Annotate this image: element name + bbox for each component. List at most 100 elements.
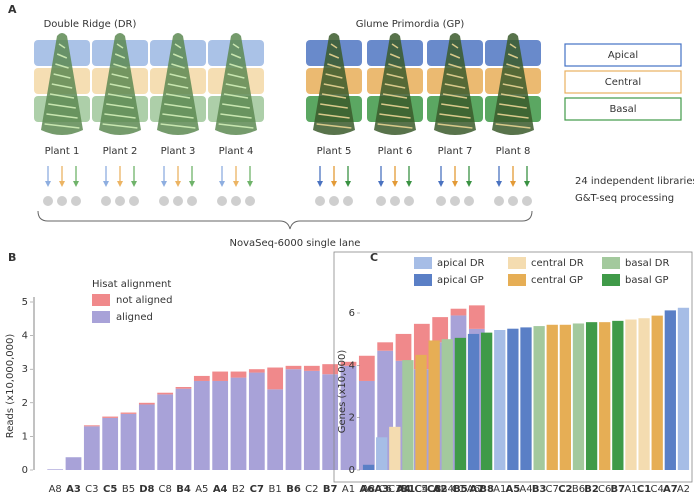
bar-segment (450, 308, 467, 316)
spikelet (111, 73, 129, 79)
x-tick-label: B2 (584, 484, 599, 494)
note: G&T-seq processing (575, 193, 674, 204)
bar-segment (83, 426, 100, 470)
bar-segment (340, 361, 357, 366)
bar-segment (285, 365, 302, 370)
plant-label: Plant 3 (161, 146, 196, 157)
plant-label: Plant 4 (219, 146, 254, 157)
spikelet (51, 83, 73, 89)
bar (572, 323, 585, 470)
spikelet (389, 53, 401, 59)
bar (559, 324, 572, 470)
x-tick-label: C8 (158, 484, 171, 494)
bar (467, 333, 480, 470)
library-dot (404, 196, 414, 206)
bar (533, 326, 545, 470)
y-axis-label: Genes (x10,000) (337, 350, 348, 434)
spike (215, 33, 257, 135)
arrow-head (45, 181, 51, 187)
legend-swatch (602, 274, 620, 286)
x-tick-label: A6 (359, 484, 374, 494)
bar-segment (193, 375, 210, 381)
legend-label: Apical (608, 50, 638, 61)
panel-label: C (370, 251, 378, 264)
y-tick-label: 5 (22, 297, 28, 308)
legend-label: central GP (531, 275, 583, 286)
bar (389, 426, 401, 470)
spike (374, 33, 416, 135)
bar-segment (340, 365, 357, 470)
legend-label: Basal (609, 104, 636, 115)
arrow-head (219, 181, 225, 187)
bar-segment (193, 380, 210, 470)
spikelet (386, 73, 404, 79)
bar (625, 319, 637, 470)
spikelet (325, 73, 343, 79)
arrow-head (452, 181, 458, 187)
y-axis-label: Reads (x10,000,000) (5, 334, 16, 439)
bar (402, 360, 414, 470)
spikelet (316, 123, 352, 129)
bar-segment (377, 342, 394, 351)
bar-segment (175, 387, 192, 389)
library-dot (43, 196, 53, 206)
arrow-head (189, 181, 195, 187)
spikelet (444, 83, 466, 89)
spikelet (48, 103, 76, 109)
bar-segment (303, 365, 320, 371)
bar-segment (65, 457, 82, 470)
panel-label: B (8, 251, 16, 264)
spikelet (509, 43, 517, 49)
bar (546, 324, 558, 470)
legend-title: Hisat alignment (92, 279, 171, 290)
x-tick-label: C6 (378, 484, 391, 494)
brace (37, 210, 533, 230)
bar (520, 327, 532, 470)
x-tick-label: C2 (305, 484, 318, 494)
bar-segment (358, 355, 375, 381)
spikelet (330, 43, 338, 49)
bar-segment (102, 416, 119, 418)
x-tick-label: B2 (232, 484, 245, 494)
x-tick-label: B3 (532, 484, 547, 494)
y-tick-label: 2 (22, 398, 28, 409)
spikelet (446, 73, 464, 79)
bar-segment (248, 369, 265, 373)
y-tick-label: 4 (22, 331, 28, 342)
spikelet (500, 93, 526, 99)
spikelet (381, 103, 409, 109)
arrow-head (131, 181, 137, 187)
spikelet (502, 83, 524, 89)
arrow-head (59, 181, 65, 187)
spikelet (104, 113, 136, 119)
spikelet (388, 63, 402, 69)
x-tick-label: A8 (362, 484, 375, 494)
x-tick-label: B6 (286, 484, 301, 494)
spikelet (318, 113, 350, 119)
spikelet (230, 53, 242, 59)
sequencing: NovaSeq-6000 single lane (230, 238, 361, 249)
arrow-head (524, 181, 530, 187)
library-dot (329, 196, 339, 206)
arrow-head (510, 181, 516, 187)
spikelet (377, 123, 413, 129)
y-tick-label: 2 (349, 413, 355, 424)
spikelet (379, 113, 411, 119)
spikelet (171, 63, 185, 69)
y-tick-label: 6 (349, 308, 355, 319)
spikelet (167, 83, 189, 89)
library-dot (436, 196, 446, 206)
bar-segment (83, 425, 100, 427)
spikelet (497, 113, 529, 119)
arrow-head (73, 181, 79, 187)
library-dot (187, 196, 197, 206)
x-tick-label: C5 (103, 484, 117, 494)
legend-label: not aligned (116, 295, 172, 306)
spikelet (499, 103, 527, 109)
spikelet (449, 53, 461, 59)
spikelet (53, 73, 71, 79)
x-tick-label: A1 (493, 484, 506, 494)
library-dot (129, 196, 139, 206)
library-dot (173, 196, 183, 206)
x-tick-label: B8 (479, 484, 494, 494)
